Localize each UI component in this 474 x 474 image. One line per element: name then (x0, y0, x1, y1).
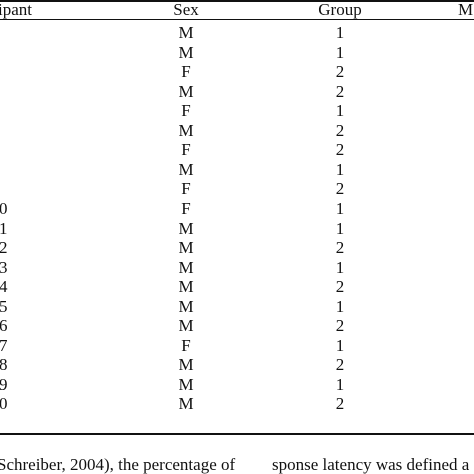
sex-cell: F (181, 179, 191, 199)
table-bottom-rule (0, 433, 474, 435)
sex-cell: M (178, 296, 194, 316)
table-row: 4 M 2 (0, 277, 474, 297)
group-cell: 2 (335, 179, 345, 199)
body-text-left-column: Schreiber, 2004), the percentage of (0, 455, 236, 474)
group-cell: 2 (335, 62, 345, 82)
sex-cell: F (181, 198, 191, 218)
group-cell: 2 (335, 355, 345, 375)
sex-cell: M (178, 257, 194, 277)
table-row: 0 F 1 (0, 199, 474, 219)
sex-cell: M (178, 218, 194, 238)
group-cell: 2 (335, 277, 345, 297)
header-cut-column: M (458, 0, 474, 19)
group-cell: 2 (335, 238, 345, 258)
body-text-right-column: sponse latency was defined a (272, 455, 470, 474)
group-cell: 1 (335, 198, 345, 218)
sex-cell: F (181, 335, 191, 355)
group-cell: 2 (335, 120, 345, 140)
sex-cell: M (178, 159, 194, 179)
table-row: 2 M 2 (0, 238, 474, 258)
group-cell: 2 (335, 140, 345, 160)
sex-cell: M (178, 277, 194, 297)
table-row: 1 M 1 (0, 219, 474, 239)
sex-cell: M (178, 394, 194, 414)
sex-cell: M (178, 355, 194, 375)
participant-cell: 0 (0, 198, 8, 218)
sex-cell: M (178, 81, 194, 101)
table-row: 9 M 1 (0, 375, 474, 395)
sex-cell: F (181, 101, 191, 121)
table-row: 6 M 2 (0, 316, 474, 336)
group-cell: 2 (335, 394, 345, 414)
group-cell: 1 (335, 218, 345, 238)
participant-cell: 1 (0, 218, 8, 238)
table-top-rule (0, 0, 474, 2)
header-sex: Sex (173, 0, 199, 19)
table-row: 3 M 1 (0, 258, 474, 278)
table-header-rule (0, 19, 474, 20)
participant-cell: 8 (0, 355, 8, 375)
participant-cell: 2 (0, 238, 8, 258)
group-cell: 1 (335, 42, 345, 62)
participant-cell: 6 (0, 316, 8, 336)
participant-cell: 9 (0, 374, 8, 394)
group-cell: 1 (335, 23, 345, 42)
participant-cell: 5 (0, 296, 8, 316)
sex-cell: F (181, 62, 191, 82)
group-cell: 1 (335, 101, 345, 121)
header-participant: ipant (0, 0, 32, 19)
table-row: 5 M 1 (0, 297, 474, 317)
sex-cell: M (178, 238, 194, 258)
group-cell: 1 (335, 159, 345, 179)
sex-cell: M (178, 120, 194, 140)
participant-cell: 4 (0, 277, 8, 297)
table-row: 0 M 2 (0, 394, 474, 414)
participant-cell: 3 (0, 257, 8, 277)
group-cell: 2 (335, 81, 345, 101)
group-cell: 1 (335, 335, 345, 355)
participant-cell: 0 (0, 394, 8, 414)
sex-cell: M (178, 23, 194, 42)
sex-cell: M (178, 42, 194, 62)
sex-cell: M (178, 374, 194, 394)
sex-cell: F (181, 140, 191, 160)
table-row: 8 M 2 (0, 355, 474, 375)
group-cell: 1 (335, 257, 345, 277)
group-cell: 1 (335, 374, 345, 394)
group-cell: 2 (335, 316, 345, 336)
group-cell: 1 (335, 296, 345, 316)
sex-cell: M (178, 316, 194, 336)
participant-cell: 7 (0, 335, 8, 355)
table-row: 7 F 1 (0, 336, 474, 356)
header-group: Group (318, 0, 362, 19)
